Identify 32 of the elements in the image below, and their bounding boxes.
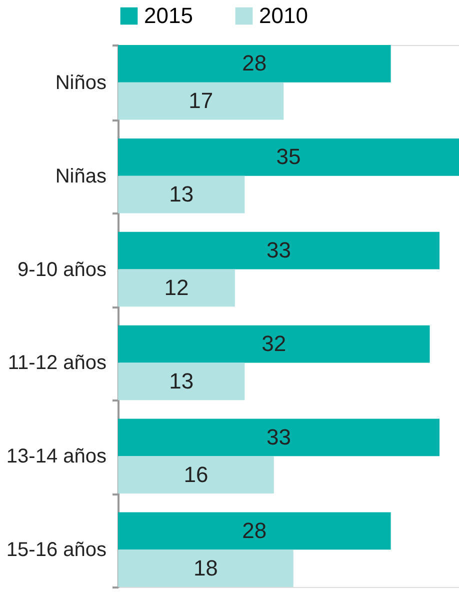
data-label: 12 <box>164 274 189 300</box>
bar <box>118 325 430 363</box>
y-tick-label: 11-12 años <box>8 352 106 374</box>
y-tick-label: Niños <box>55 72 106 94</box>
bar <box>118 45 391 82</box>
data-label: 35 <box>276 144 301 170</box>
data-label: 28 <box>242 50 267 76</box>
legend-label: 2015 <box>144 3 193 28</box>
data-label: 16 <box>184 462 208 487</box>
bar <box>118 456 274 494</box>
bar <box>118 269 235 307</box>
bar <box>118 550 294 587</box>
data-label: 13 <box>169 368 194 394</box>
bar <box>118 418 440 456</box>
bar <box>118 138 459 176</box>
data-label: 13 <box>169 182 194 207</box>
data-label: 28 <box>242 518 267 543</box>
data-label: 17 <box>188 88 214 114</box>
data-label: 33 <box>266 424 291 450</box>
data-label: 33 <box>266 238 291 263</box>
bar <box>118 362 245 400</box>
y-tick-label: 13-14 años <box>6 446 106 468</box>
bar <box>118 232 440 270</box>
y-tick-label: Niñas <box>55 165 106 188</box>
y-tick-label: 15-16 años <box>6 539 106 562</box>
bar <box>118 82 284 120</box>
bar <box>118 512 391 550</box>
bar <box>118 176 245 214</box>
data-label: 18 <box>193 555 218 580</box>
data-label: 32 <box>262 331 286 356</box>
y-tick-label: 9-10 años <box>18 258 106 281</box>
legend-label: 2010 <box>259 3 308 28</box>
